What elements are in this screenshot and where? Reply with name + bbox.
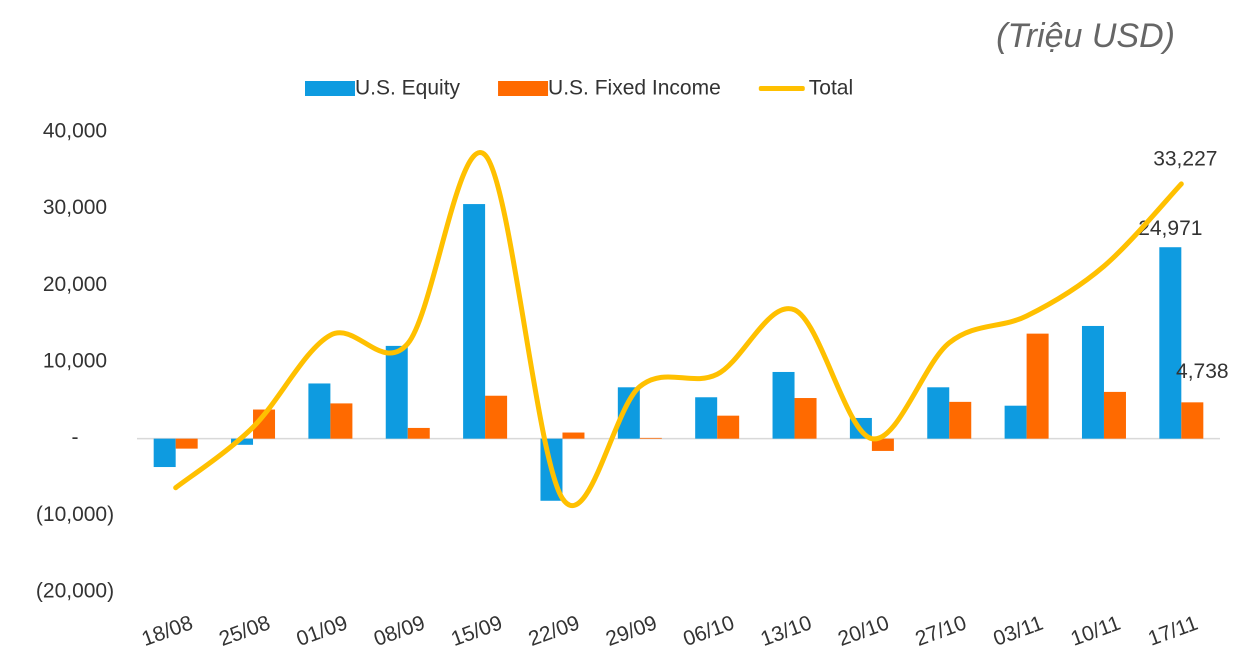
bar — [231, 438, 254, 445]
bar — [1181, 402, 1204, 439]
bar — [463, 204, 486, 439]
data-label: 33,227 — [1153, 147, 1217, 170]
bar — [153, 438, 176, 468]
x-tick-label: 08/09 — [371, 611, 428, 651]
legend-label: U.S. Equity — [355, 77, 461, 100]
x-tick-label: 03/11 — [990, 612, 1046, 651]
x-tick-label: 01/09 — [293, 611, 350, 651]
bar — [562, 432, 585, 439]
bar — [308, 383, 331, 439]
bar — [1004, 405, 1027, 439]
data-label: 24,971 — [1138, 217, 1202, 240]
bar — [330, 403, 353, 439]
bar — [772, 371, 795, 439]
bar — [949, 401, 972, 439]
y-tick-label: 20,000 — [43, 273, 107, 296]
x-tick-label: 17/11 — [1145, 612, 1201, 651]
bar — [1159, 247, 1182, 439]
y-tick-label: 30,000 — [43, 196, 107, 219]
legend-swatch — [498, 81, 549, 96]
x-tick-label: 25/08 — [216, 611, 273, 651]
bar — [1103, 391, 1126, 439]
bar — [253, 409, 276, 439]
bar — [407, 427, 430, 439]
bar — [794, 398, 817, 439]
legend-label: U.S. Fixed Income — [548, 77, 721, 100]
x-tick-label: 18/08 — [139, 611, 196, 651]
unit-label: (Triệu USD) — [996, 17, 1175, 55]
y-tick-label: 40,000 — [43, 120, 107, 143]
bar — [695, 397, 718, 439]
bar — [1026, 333, 1049, 439]
bar — [485, 395, 508, 439]
legend-swatch — [305, 81, 355, 96]
bar — [871, 438, 894, 451]
x-tick-label: 15/09 — [448, 611, 505, 651]
bar — [385, 345, 408, 439]
legend-swatch — [758, 86, 805, 91]
legend-label: Total — [809, 77, 853, 100]
x-tick-label: 20/10 — [835, 611, 892, 651]
y-tick-label: (20,000) — [36, 580, 114, 603]
data-label: 4,738 — [1176, 360, 1229, 383]
x-tick-label: 10/11 — [1068, 612, 1124, 651]
line — [173, 150, 1184, 509]
y-tick-label: 10,000 — [43, 350, 107, 373]
bar — [617, 387, 640, 439]
x-tick-label: 13/10 — [758, 611, 815, 651]
y-tick-label: - — [72, 426, 79, 449]
y-tick-label: (10,000) — [36, 503, 114, 526]
bar — [717, 415, 740, 439]
x-tick-label: 29/09 — [603, 611, 660, 651]
bar — [639, 437, 662, 439]
x-tick-label: 06/10 — [680, 611, 737, 651]
bar — [1081, 325, 1104, 439]
x-tick-label: 27/10 — [912, 611, 969, 651]
bar — [175, 438, 198, 449]
bar — [927, 387, 950, 439]
x-tick-label: 22/09 — [526, 611, 583, 651]
